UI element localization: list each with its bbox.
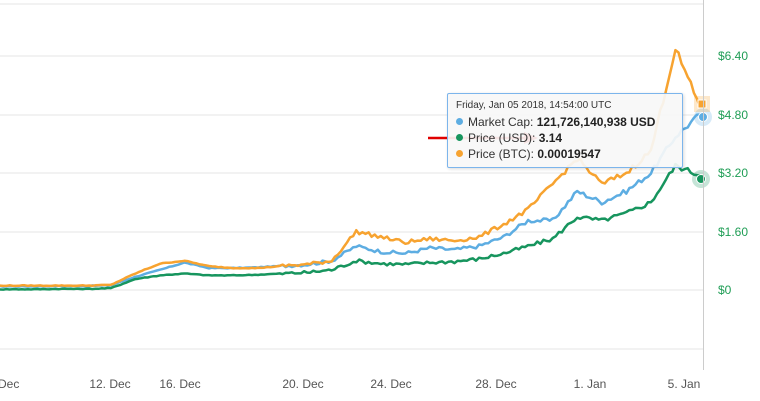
y-tick-label: $4.80 bbox=[718, 107, 749, 122]
grid-lines bbox=[0, 3, 703, 350]
tooltip-value: 121,726,140,938 bbox=[536, 115, 627, 129]
hover-marker bbox=[696, 174, 706, 184]
series-lines bbox=[0, 48, 702, 291]
tooltip-row-market-cap: Market Cap: 121,726,140,938 USD bbox=[456, 114, 674, 130]
x-tick-label: 5. Jan bbox=[667, 377, 701, 391]
tooltip-value: 0.00019547 bbox=[537, 147, 601, 161]
x-tick-label: 8. Dec bbox=[0, 377, 20, 391]
plot-right-edge bbox=[703, 0, 704, 370]
tooltip-value: 3.14 bbox=[538, 131, 563, 145]
x-tick-label: 28. Dec bbox=[475, 377, 517, 391]
tooltip-row-price-usd: Price (USD): 3.14 bbox=[456, 130, 674, 146]
tooltip-label: Market Cap: bbox=[468, 115, 534, 129]
tooltip-label: Price (BTC): bbox=[468, 147, 534, 161]
x-tick-label: 24. Dec bbox=[370, 377, 412, 391]
tooltip-row-price-btc: Price (BTC): 0.00019547 bbox=[456, 146, 674, 162]
series-dot-icon bbox=[456, 118, 463, 126]
series-dot-icon bbox=[456, 134, 463, 142]
tooltip: Friday, Jan 05 2018, 14:54:00 UTC Market… bbox=[447, 93, 683, 168]
hover-markers bbox=[692, 96, 712, 188]
tooltip-label: Price (USD): bbox=[468, 131, 536, 145]
x-tick-label: 20. Dec bbox=[282, 377, 324, 391]
y-tick-label: $6.40 bbox=[718, 49, 749, 63]
hover-marker bbox=[697, 99, 707, 109]
y-tick-label: $0 bbox=[718, 283, 732, 297]
tooltip-unit: USD bbox=[630, 115, 656, 129]
y-tick-label: $1.60 bbox=[718, 224, 749, 239]
tooltip-header: Friday, Jan 05 2018, 14:54:00 UTC bbox=[456, 100, 612, 111]
x-tick-label: 16. Dec bbox=[159, 377, 201, 391]
y-tick-label: $3.20 bbox=[718, 166, 749, 180]
x-tick-label: 1. Jan bbox=[573, 377, 607, 391]
series-dot-icon bbox=[456, 150, 463, 158]
series-line-price-usd bbox=[0, 162, 701, 291]
x-tick-label: 12. Dec bbox=[89, 377, 131, 391]
